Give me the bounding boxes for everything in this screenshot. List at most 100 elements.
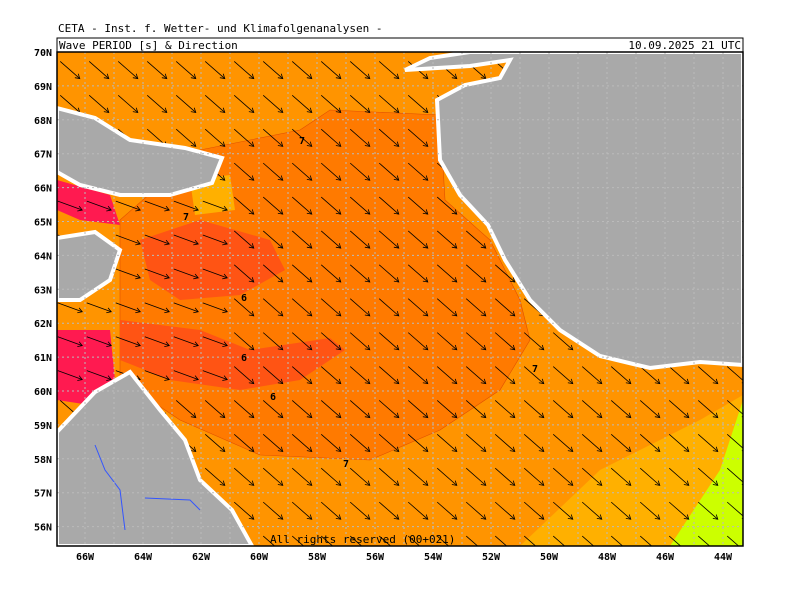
arrow-head — [335, 141, 342, 147]
latitude-label: 66N — [34, 184, 52, 195]
arrow-head — [161, 107, 168, 113]
latitude-label: 59N — [34, 421, 52, 432]
arrow — [697, 501, 719, 520]
arrow-head — [538, 344, 545, 351]
arrow-shaft — [233, 128, 255, 147]
arrow — [262, 434, 284, 452]
arrow-head — [132, 73, 139, 80]
arrow — [144, 268, 170, 280]
arrow — [349, 230, 371, 249]
arrow-shaft — [115, 234, 141, 245]
arrow-head — [364, 446, 371, 452]
arrow-head — [335, 243, 342, 249]
arrow-shaft — [202, 336, 228, 347]
arrow-head — [219, 175, 226, 181]
arrow-shaft — [668, 467, 690, 486]
arrow-shaft — [465, 366, 487, 384]
arrow-head — [248, 243, 255, 249]
arrow-shaft — [88, 61, 110, 79]
longitude-label: 52W — [482, 552, 501, 563]
arrow — [57, 370, 83, 381]
arrow-shaft — [552, 467, 574, 486]
arrow-head — [222, 205, 228, 212]
contour-label: 7 — [183, 212, 189, 223]
arrow-head — [510, 548, 515, 553]
arrow — [494, 467, 516, 486]
arrow-head — [393, 480, 400, 486]
arrow — [88, 61, 110, 80]
arrow-shaft — [494, 467, 516, 486]
arrow — [407, 298, 429, 317]
arrow — [726, 400, 743, 418]
arrow-shaft — [552, 535, 566, 546]
arrow-shaft — [144, 336, 170, 347]
arrow-head — [193, 307, 199, 314]
arrow-shaft — [581, 535, 595, 546]
arrow — [581, 501, 603, 520]
arrow-head — [393, 446, 400, 452]
arrow — [407, 535, 421, 546]
arrow — [115, 302, 141, 314]
arrow-shaft — [378, 162, 400, 181]
arrow-head — [306, 310, 313, 317]
arrow-shaft — [349, 230, 371, 249]
arrow — [552, 434, 574, 452]
arrow — [320, 95, 342, 113]
latitude-label: 70N — [34, 48, 52, 59]
arrow-head — [451, 277, 458, 283]
arrow-head — [480, 277, 487, 283]
arrow-shaft — [668, 501, 690, 520]
arrow — [262, 264, 284, 283]
arrow-head — [509, 310, 516, 317]
arrow — [610, 366, 632, 385]
arrow-shaft — [262, 467, 284, 486]
arrow-head — [135, 341, 141, 348]
arrow-shaft — [233, 298, 255, 317]
arrow-head — [193, 341, 199, 348]
arrow-shaft — [523, 332, 545, 351]
arrow-head — [77, 341, 83, 348]
arrow-head — [335, 277, 342, 283]
arrow-shaft — [262, 61, 284, 79]
longitude-label: 66W — [76, 552, 95, 563]
arrow-head — [277, 378, 284, 385]
arrow-shaft — [233, 400, 255, 418]
arrow — [144, 234, 170, 246]
arrow — [523, 434, 545, 452]
arrow — [173, 302, 199, 314]
arrow-shaft — [668, 434, 690, 452]
arrow-head — [654, 480, 661, 486]
arrow — [291, 501, 313, 520]
arrow-shaft — [320, 196, 342, 215]
arrow-head — [567, 378, 574, 385]
arrow — [86, 336, 112, 348]
arrow — [291, 298, 313, 317]
arrow-shaft — [407, 162, 429, 181]
arrow-shaft — [233, 366, 255, 384]
latitude-label: 67N — [34, 150, 52, 161]
arrow-shaft — [291, 264, 313, 283]
arrow-shaft — [494, 501, 516, 520]
arrow — [436, 298, 458, 317]
arrow — [320, 128, 342, 147]
arrow-shaft — [86, 200, 112, 211]
arrow-head — [422, 446, 429, 452]
arrow — [57, 302, 83, 314]
arrow — [436, 535, 450, 546]
arrow-head — [219, 73, 226, 80]
arrow — [581, 400, 603, 419]
arrow — [349, 434, 371, 452]
arrow-head — [77, 375, 83, 381]
arrow-shaft — [146, 95, 168, 113]
arrow-head — [193, 375, 199, 381]
arrow — [262, 196, 284, 215]
arrow-shaft — [262, 434, 284, 452]
arrow — [436, 264, 458, 283]
arrow-shaft — [175, 61, 197, 79]
arrow — [349, 535, 363, 546]
arrow-shaft — [552, 434, 574, 452]
arrow-shaft — [378, 501, 400, 520]
arrow — [378, 298, 400, 317]
arrow-head — [451, 73, 458, 80]
longitude-label: 54W — [424, 552, 443, 563]
